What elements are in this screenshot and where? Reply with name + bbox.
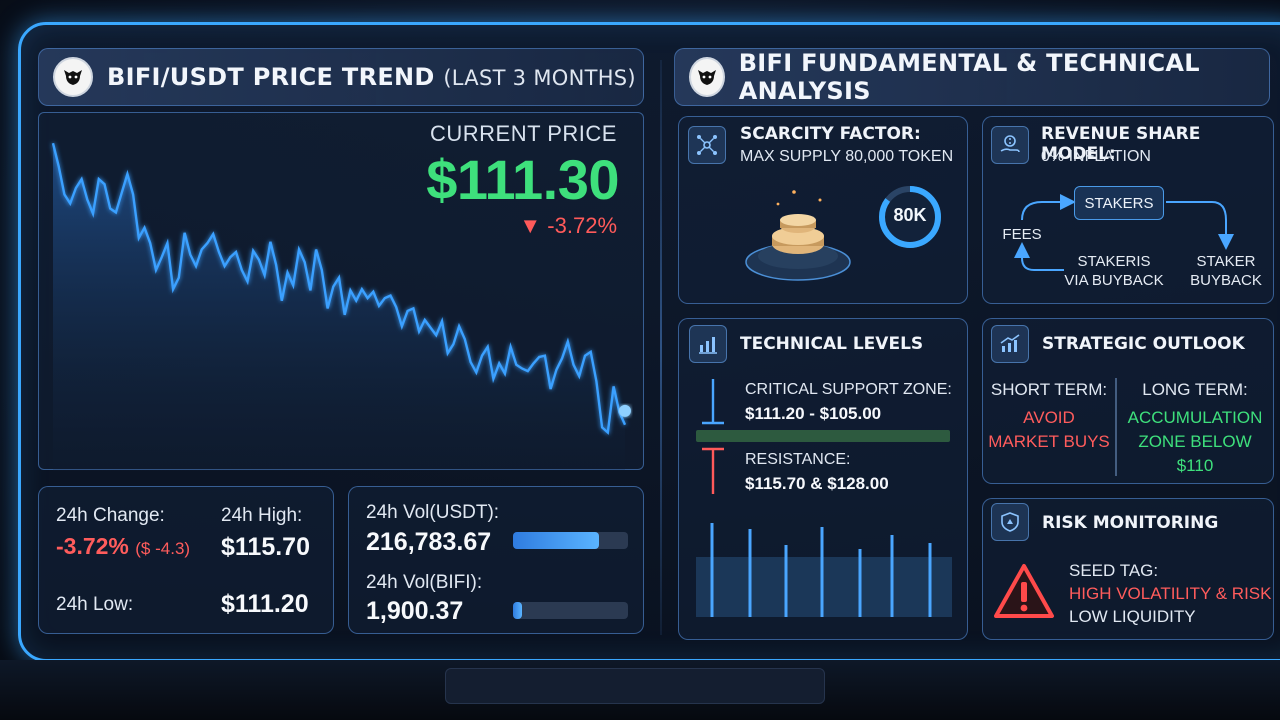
outlook-divider [1115, 378, 1117, 476]
short-term-value: AVOID MARKET BUYS [988, 408, 1110, 451]
vol-usdt-bar [513, 532, 628, 549]
shield-icon [991, 503, 1029, 541]
vol-usdt-label: 24h Vol(USDT): [366, 502, 500, 523]
vol-bifi-label: 24h Vol(BIFI): [366, 572, 483, 593]
staker-buyback-node: STAKER BUYBACK [1190, 253, 1262, 289]
scarcity-text: MAX SUPPLY 80,000 TOKEN [740, 148, 954, 165]
revenue-title: REVENUE SHARE MODEL: [1041, 124, 1201, 164]
long-term-value: ACCUMULATION ZONE BELOW $110 [1127, 408, 1263, 475]
revenue-flow-arrows [1014, 194, 1234, 271]
panel-divider [660, 60, 662, 635]
analysis-header: BIFI FUNDAMENTAL & TECHNICAL ANALYSIS [674, 48, 1270, 106]
technical-title: TECHNICAL LEVELS [740, 334, 924, 354]
high-value: $115.70 [221, 533, 310, 561]
price-trend-subtitle: (LAST 3 MONTHS) [443, 66, 636, 90]
stakers-node: STAKERS [1074, 186, 1164, 220]
vol-usdt-value: 216,783.67 [366, 528, 492, 556]
bifi-logo-icon [53, 57, 93, 97]
short-term-label: SHORT TERM: [990, 380, 1108, 399]
analysis-title: BIFI FUNDAMENTAL & TECHNICAL ANALYSIS [738, 49, 1200, 105]
resistance-value: $115.70 & $128.00 [745, 474, 889, 493]
warning-icon [994, 564, 1054, 618]
support-value: $111.20 - $105.00 [745, 404, 882, 423]
outlook-card [982, 318, 1274, 484]
network-icon [688, 126, 726, 164]
price-chart-panel: CURRENT PRICE $111.30 ▼ -3.72% [38, 112, 645, 471]
price-trend-title: BIFI/USDT PRICE TREND (LAST 3 MONTHS) [107, 63, 636, 91]
support-label: CRITICAL SUPPORT ZONE: [745, 381, 952, 398]
price-trend-header: BIFI/USDT PRICE TREND (LAST 3 MONTHS) [38, 48, 644, 106]
outlook-title: STRATEGIC OUTLOOK [1042, 334, 1245, 354]
change-abs: ($ -4.3) [135, 539, 191, 558]
support-marker-icon [702, 379, 724, 425]
bifi-logo-icon [689, 57, 725, 97]
scarcity-title: SCARCITY FACTOR: [740, 124, 921, 144]
vol-bifi-value: 1,900.37 [366, 597, 464, 625]
price-line [51, 142, 627, 435]
growth-chart-icon [991, 325, 1029, 363]
latest-price-point[interactable] [619, 404, 631, 417]
price-change-percent: ▼ -3.72% [519, 213, 617, 238]
high-risk-text: HIGH VOLATILITY & RISK [1069, 584, 1272, 603]
fees-node: FEES [1002, 226, 1042, 243]
price-chart[interactable] [39, 113, 645, 471]
low-liquidity-text: LOW LIQUIDITY [1069, 607, 1196, 626]
volume-levels-graphic [696, 523, 952, 617]
supply-gauge [879, 186, 941, 248]
change-value: -3.72% ($ -4.3) [56, 533, 191, 559]
vol-bifi-bar-fill [513, 602, 523, 619]
vol-bifi-bar [513, 602, 628, 619]
seed-tag-label: SEED TAG: [1069, 561, 1159, 580]
revenue-text: 0% INFLATION [1041, 148, 1151, 165]
low-label: 24h Low: [56, 594, 134, 615]
support-zone-bar [696, 430, 950, 442]
change-label: 24h Change: [56, 505, 165, 526]
vol-usdt-bar-fill [513, 532, 600, 549]
stats-panel [38, 486, 334, 634]
stakeris-node: STAKERIS VIA BUYBACK [1064, 253, 1164, 289]
supply-badge: 80K [893, 205, 927, 225]
risk-title: RISK MONITORING [1042, 513, 1219, 533]
current-price-label: CURRENT PRICE [429, 121, 617, 146]
bar-chart-icon [689, 325, 727, 363]
laptop-base [445, 668, 825, 704]
price-area-fill [53, 143, 625, 471]
coin-stack-illustration [745, 190, 851, 281]
resistance-marker-icon [702, 447, 724, 494]
current-price-value: $111.30 [426, 148, 619, 211]
resistance-label: RESISTANCE: [745, 451, 851, 468]
coin-hand-icon [991, 126, 1029, 164]
low-value: $111.20 [221, 590, 309, 618]
high-label: 24h High: [221, 505, 303, 526]
long-term-label: LONG TERM: [1142, 380, 1248, 399]
